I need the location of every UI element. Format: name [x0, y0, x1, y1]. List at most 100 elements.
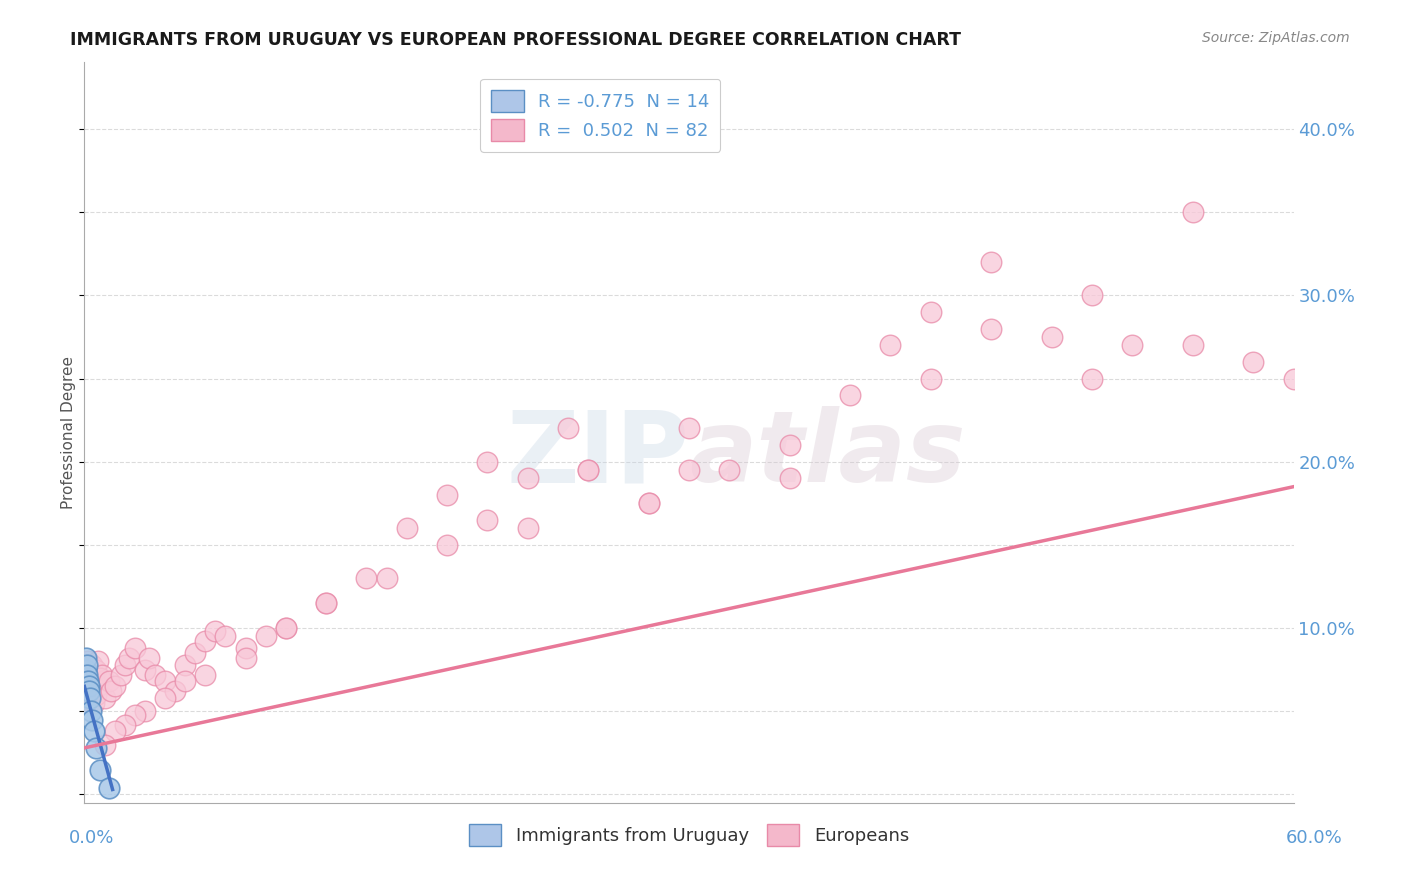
Point	[91, 667, 114, 681]
Point	[138, 651, 160, 665]
Point	[576, 463, 599, 477]
Point	[82, 674, 104, 689]
Point	[83, 671, 105, 685]
Point	[79, 679, 101, 693]
Text: atlas: atlas	[689, 407, 966, 503]
Point	[194, 667, 217, 681]
Point	[104, 679, 127, 693]
Point	[80, 704, 103, 718]
Point	[375, 571, 398, 585]
Point	[254, 629, 277, 643]
Point	[82, 657, 104, 672]
Point	[79, 684, 101, 698]
Point	[134, 663, 156, 677]
Point	[100, 684, 122, 698]
Point	[637, 496, 659, 510]
Point	[315, 596, 337, 610]
Point	[110, 667, 132, 681]
Point	[477, 455, 499, 469]
Point	[980, 255, 1002, 269]
Point	[395, 521, 418, 535]
Point	[1282, 371, 1305, 385]
Point	[356, 571, 378, 585]
Point	[920, 305, 942, 319]
Point	[97, 780, 120, 795]
Point	[124, 641, 146, 656]
Point	[75, 696, 97, 710]
Point	[557, 421, 579, 435]
Point	[1181, 205, 1204, 219]
Point	[89, 763, 111, 777]
Point	[79, 667, 101, 681]
Point	[77, 674, 100, 689]
Point	[1081, 288, 1104, 302]
Point	[83, 724, 105, 739]
Point	[184, 646, 207, 660]
Point	[104, 724, 127, 739]
Point	[516, 521, 538, 535]
Point	[214, 629, 236, 643]
Point	[79, 690, 101, 705]
Point	[75, 651, 97, 665]
Point	[134, 704, 156, 718]
Point	[1241, 355, 1264, 369]
Point	[879, 338, 901, 352]
Point	[87, 679, 110, 693]
Text: IMMIGRANTS FROM URUGUAY VS EUROPEAN PROFESSIONAL DEGREE CORRELATION CHART: IMMIGRANTS FROM URUGUAY VS EUROPEAN PROF…	[70, 31, 962, 49]
Point	[779, 471, 801, 485]
Point	[576, 463, 599, 477]
Point	[637, 496, 659, 510]
Point	[76, 657, 98, 672]
Point	[1081, 371, 1104, 385]
Point	[143, 667, 166, 681]
Point	[1181, 338, 1204, 352]
Point	[93, 690, 115, 705]
Point	[235, 641, 257, 656]
Legend: Immigrants from Uruguay, Europeans: Immigrants from Uruguay, Europeans	[458, 813, 920, 856]
Point	[1040, 330, 1063, 344]
Y-axis label: Professional Degree: Professional Degree	[60, 356, 76, 509]
Point	[82, 713, 104, 727]
Point	[678, 421, 700, 435]
Point	[124, 707, 146, 722]
Point	[86, 688, 108, 702]
Point	[97, 674, 120, 689]
Point	[194, 634, 217, 648]
Point	[75, 663, 97, 677]
Point	[235, 651, 257, 665]
Point	[315, 596, 337, 610]
Point	[274, 621, 297, 635]
Point	[93, 738, 115, 752]
Point	[77, 688, 100, 702]
Point	[118, 651, 141, 665]
Point	[516, 471, 538, 485]
Point	[153, 690, 176, 705]
Point	[204, 624, 226, 639]
Point	[779, 438, 801, 452]
Point	[83, 696, 105, 710]
Point	[165, 684, 187, 698]
Text: 0.0%: 0.0%	[69, 829, 114, 847]
Point	[920, 371, 942, 385]
Text: Source: ZipAtlas.com: Source: ZipAtlas.com	[1202, 31, 1350, 45]
Text: 60.0%: 60.0%	[1286, 829, 1343, 847]
Text: ZIP: ZIP	[506, 407, 689, 503]
Point	[839, 388, 862, 402]
Point	[477, 513, 499, 527]
Point	[718, 463, 741, 477]
Point	[436, 488, 458, 502]
Point	[436, 538, 458, 552]
Point	[174, 657, 197, 672]
Point	[980, 321, 1002, 335]
Point	[678, 463, 700, 477]
Point	[114, 657, 136, 672]
Point	[153, 674, 176, 689]
Point	[89, 671, 111, 685]
Point	[86, 740, 108, 755]
Point	[77, 654, 100, 668]
Point	[77, 679, 100, 693]
Point	[75, 663, 97, 677]
Point	[76, 667, 98, 681]
Point	[86, 663, 108, 677]
Point	[114, 717, 136, 731]
